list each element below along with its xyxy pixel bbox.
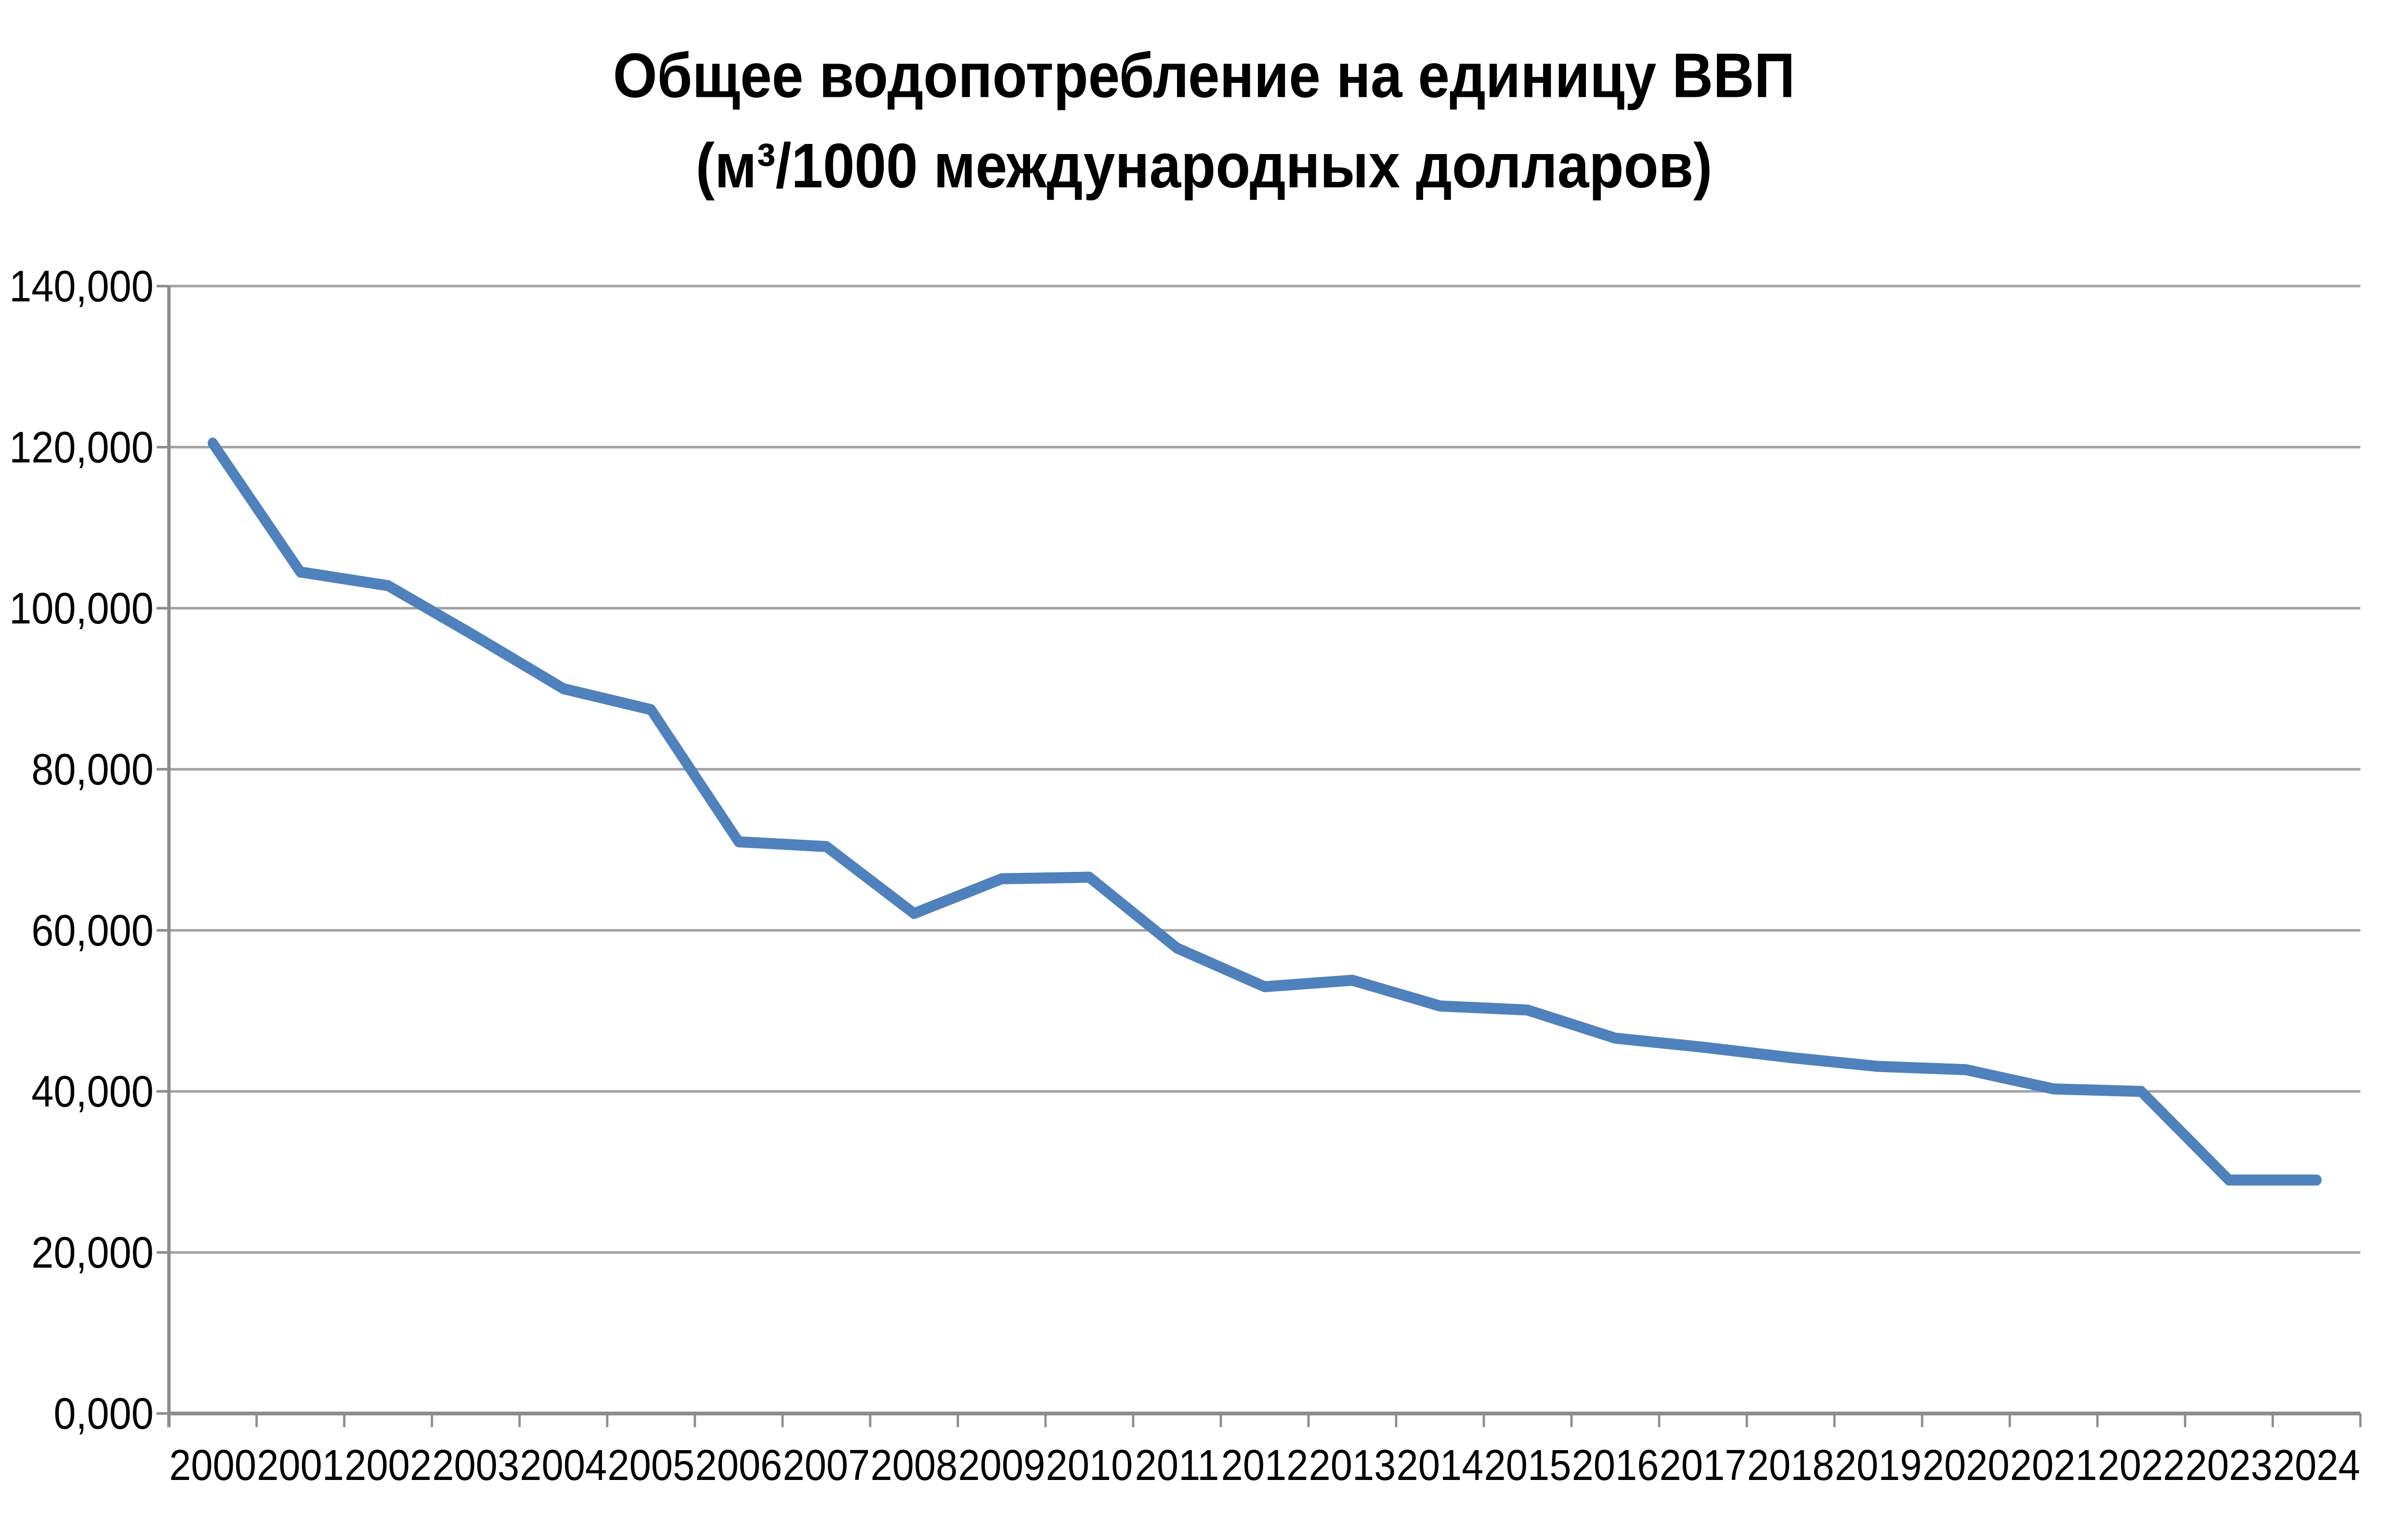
x-axis-tick-label: 2011 — [1135, 1441, 1219, 1490]
x-axis-tick-label: 2017 — [1660, 1441, 1747, 1490]
chart-title-line-1: Общее водопотребление на единицу ВВП — [613, 40, 1795, 111]
y-axis-tick-label: 60,000 — [31, 906, 154, 955]
gridlines — [169, 285, 2361, 1254]
x-axis-tick-label: 2023 — [2186, 1441, 2273, 1490]
chart-title-line-2: (м³/1000 международных долларов) — [696, 130, 1713, 201]
x-axis-tick-label: 2019 — [1835, 1441, 1922, 1490]
y-axis-tick-marks — [157, 285, 169, 1415]
x-axis-labels: 2000 2001 2002 2003 2004 2005 2006 2007 2008 2009… — [169, 1441, 2360, 1490]
y-axis-tick-label: 40,000 — [31, 1067, 154, 1116]
y-axis-tick-label: 20,000 — [31, 1228, 154, 1277]
water-consumption-line — [208, 437, 2322, 1186]
x-axis-tick-label: 2014 — [1397, 1441, 1484, 1490]
x-axis-tick-label: 2024 — [2273, 1441, 2360, 1490]
y-axis-tick-label: 140,000 — [9, 261, 154, 311]
y-axis-tick-label: 0,000 — [53, 1389, 153, 1439]
x-axis-tick-label: 2000 — [169, 1441, 256, 1490]
x-axis-tick-label: 2010 — [1046, 1441, 1133, 1490]
data-series — [208, 437, 2322, 1186]
x-axis-tick-label: 2001 — [257, 1441, 344, 1490]
y-axis-tick-label: 100,000 — [9, 584, 154, 633]
x-axis-tick-label: 2018 — [1747, 1441, 1834, 1490]
x-axis-tick-label: 2020 — [1923, 1441, 2010, 1490]
x-axis-tick-label: 2003 — [432, 1441, 519, 1490]
x-axis-tick-label: 2012 — [1221, 1441, 1309, 1490]
x-axis-tick-label: 2007 — [783, 1441, 870, 1490]
x-axis-tick-label: 2021 — [2010, 1441, 2097, 1490]
x-axis-tick-label: 2013 — [1309, 1441, 1396, 1490]
axes — [167, 286, 2361, 1427]
x-axis-tick-label: 2009 — [958, 1441, 1045, 1490]
y-axis-labels: 0,000 20,000 40,000 60,000 80,000 100,000 120,… — [9, 261, 154, 1439]
x-axis-tick-marks — [168, 1413, 2362, 1427]
x-axis-tick-label: 2005 — [607, 1441, 694, 1490]
x-axis-tick-label: 2002 — [344, 1441, 432, 1490]
y-axis-tick-label: 80,000 — [31, 745, 154, 794]
x-axis-tick-label: 2006 — [695, 1441, 782, 1490]
y-axis-tick-label: 120,000 — [9, 423, 154, 472]
x-axis-tick-label: 2004 — [520, 1441, 607, 1490]
x-axis-tick-label: 2015 — [1484, 1441, 1571, 1490]
x-axis-tick-label: 2022 — [2098, 1441, 2185, 1490]
x-axis-tick-label: 2008 — [870, 1441, 957, 1490]
x-axis-tick-label: 2016 — [1572, 1441, 1659, 1490]
